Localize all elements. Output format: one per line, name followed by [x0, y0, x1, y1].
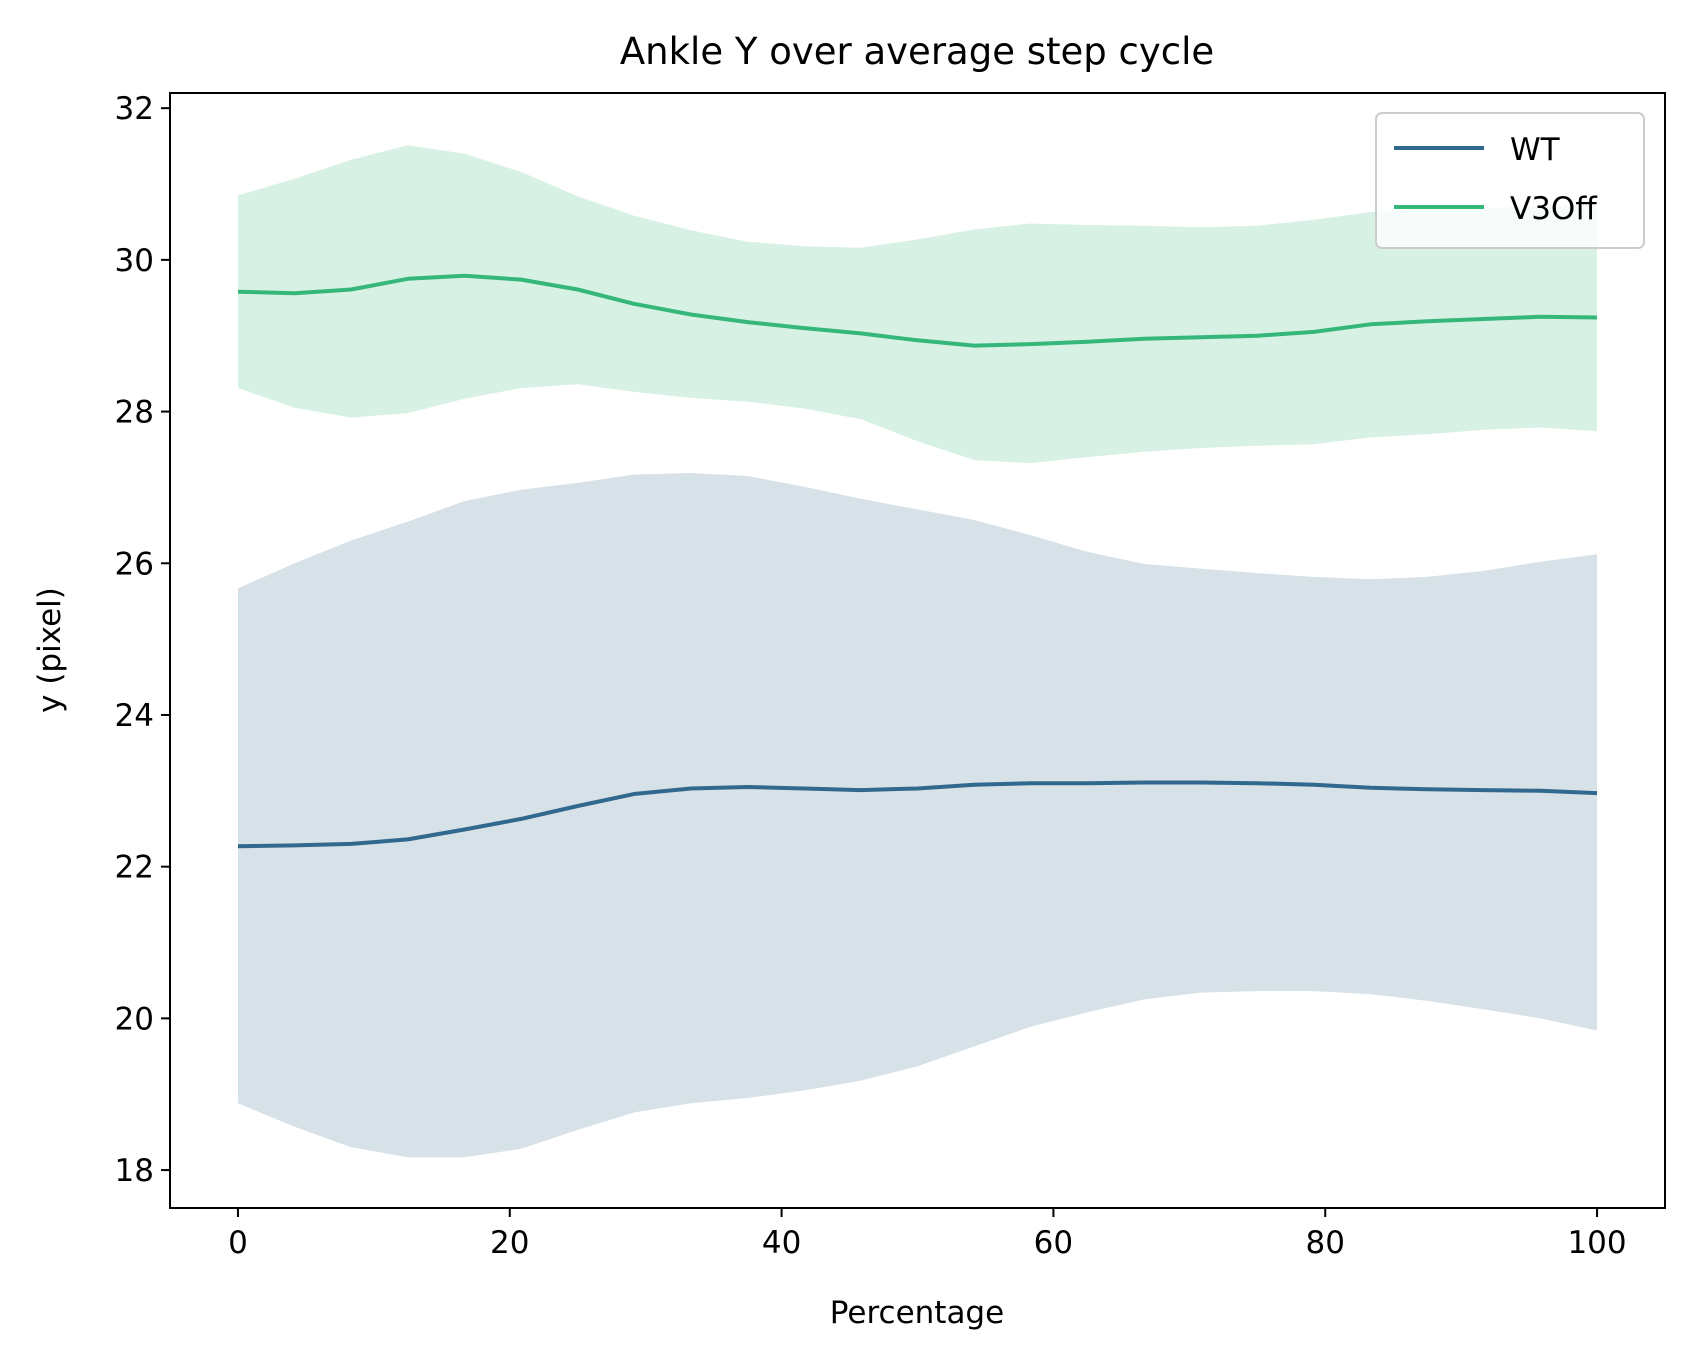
legend-label-wt: WT — [1510, 132, 1561, 168]
legend: WT V3Off — [1375, 112, 1645, 249]
x-tick-label: 80 — [1306, 1225, 1345, 1261]
chart-title: Ankle Y over average step cycle — [620, 30, 1214, 73]
y-tick-label: 20 — [115, 1001, 154, 1037]
band-v3off — [238, 145, 1597, 464]
line-wt — [237, 780, 1598, 849]
x-tick-label: 100 — [1567, 1225, 1626, 1261]
band-wt — [238, 473, 1597, 1158]
y-tick-label: 32 — [115, 91, 154, 127]
y-tick-label: 18 — [115, 1153, 154, 1189]
y-tick-label: 28 — [115, 395, 154, 431]
y-axis-label: y (pixel) — [32, 587, 68, 713]
x-tick-label: 0 — [228, 1225, 248, 1261]
y-tick-label: 22 — [115, 850, 154, 886]
line-v3off — [237, 273, 1598, 348]
x-tick-label: 20 — [490, 1225, 529, 1261]
x-tick-label: 40 — [762, 1225, 801, 1261]
confidence-bands — [238, 145, 1597, 1158]
legend-label-v3off: V3Off — [1510, 191, 1597, 227]
x-tick-label: 60 — [1034, 1225, 1073, 1261]
series-lines — [237, 273, 1598, 849]
x-axis-ticks: 0 20 40 60 80 100 — [228, 1208, 1627, 1261]
y-tick-label: 26 — [115, 546, 154, 582]
plot-area-frame — [169, 92, 1666, 1209]
y-axis-ticks: 18 20 22 24 26 28 30 32 — [115, 91, 170, 1189]
y-tick-label: 24 — [115, 698, 154, 734]
y-tick-label: 30 — [115, 243, 154, 279]
x-axis-label: Percentage — [830, 1295, 1004, 1331]
